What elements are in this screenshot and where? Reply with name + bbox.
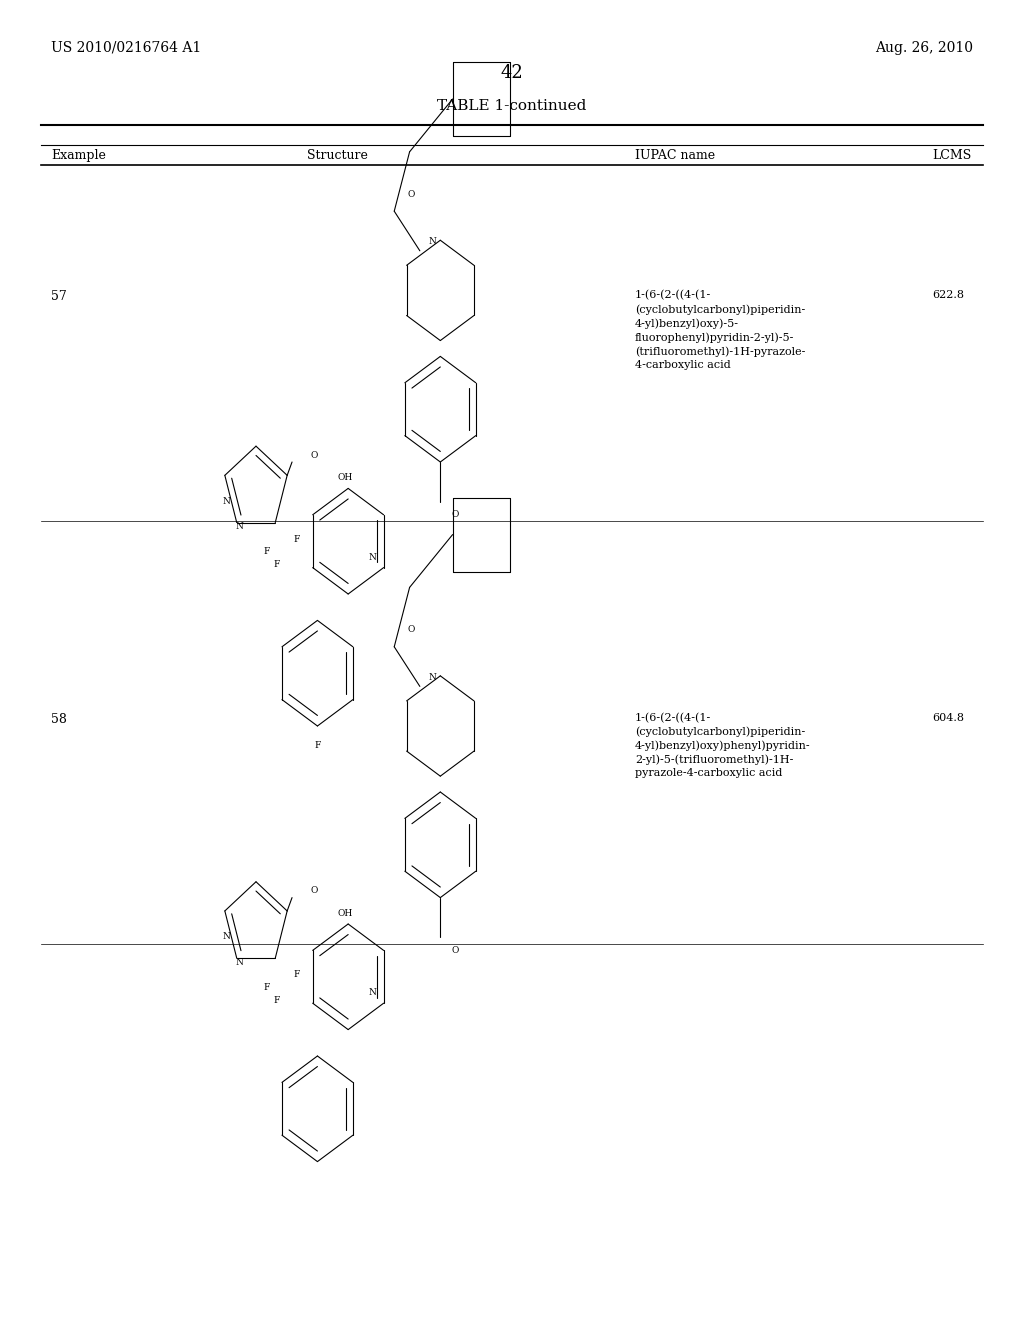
Text: F: F [294,970,300,979]
Text: OH: OH [338,474,353,482]
Text: Example: Example [51,149,106,161]
Text: 58: 58 [51,713,68,726]
Text: N: N [222,496,230,506]
Text: 1-(6-(2-((4-(1-
(cyclobutylcarbonyl)piperidin-
4-yl)benzyl)oxy)phenyl)pyridin-
2: 1-(6-(2-((4-(1- (cyclobutylcarbonyl)pipe… [635,713,811,779]
Text: F: F [273,995,280,1005]
Text: O: O [452,511,460,519]
Text: O: O [408,626,416,634]
Text: F: F [294,535,300,544]
Text: O: O [452,946,460,954]
Text: US 2010/0216764 A1: US 2010/0216764 A1 [51,41,202,54]
Text: 604.8: 604.8 [932,713,964,723]
Text: N: N [369,989,377,997]
Text: Structure: Structure [307,149,369,161]
Text: O: O [408,190,416,198]
Text: O: O [310,451,318,459]
Text: F: F [263,548,269,556]
Text: IUPAC name: IUPAC name [635,149,715,161]
Text: TABLE 1-continued: TABLE 1-continued [437,99,587,112]
Text: N: N [236,521,244,531]
Text: 622.8: 622.8 [932,290,964,301]
Text: 57: 57 [51,290,67,304]
Text: Aug. 26, 2010: Aug. 26, 2010 [874,41,973,54]
Text: F: F [263,983,269,991]
Text: N: N [222,932,230,941]
Text: N: N [428,238,436,246]
Text: F: F [314,742,321,750]
Text: OH: OH [338,909,353,917]
Text: LCMS: LCMS [932,149,971,161]
Text: O: O [310,887,318,895]
Text: N: N [236,957,244,966]
Text: F: F [273,560,280,569]
Text: N: N [369,553,377,561]
Text: 1-(6-(2-((4-(1-
(cyclobutylcarbonyl)piperidin-
4-yl)benzyl)oxy)-5-
fluorophenyl): 1-(6-(2-((4-(1- (cyclobutylcarbonyl)pipe… [635,290,805,370]
Text: N: N [428,673,436,681]
Text: 42: 42 [501,63,523,82]
